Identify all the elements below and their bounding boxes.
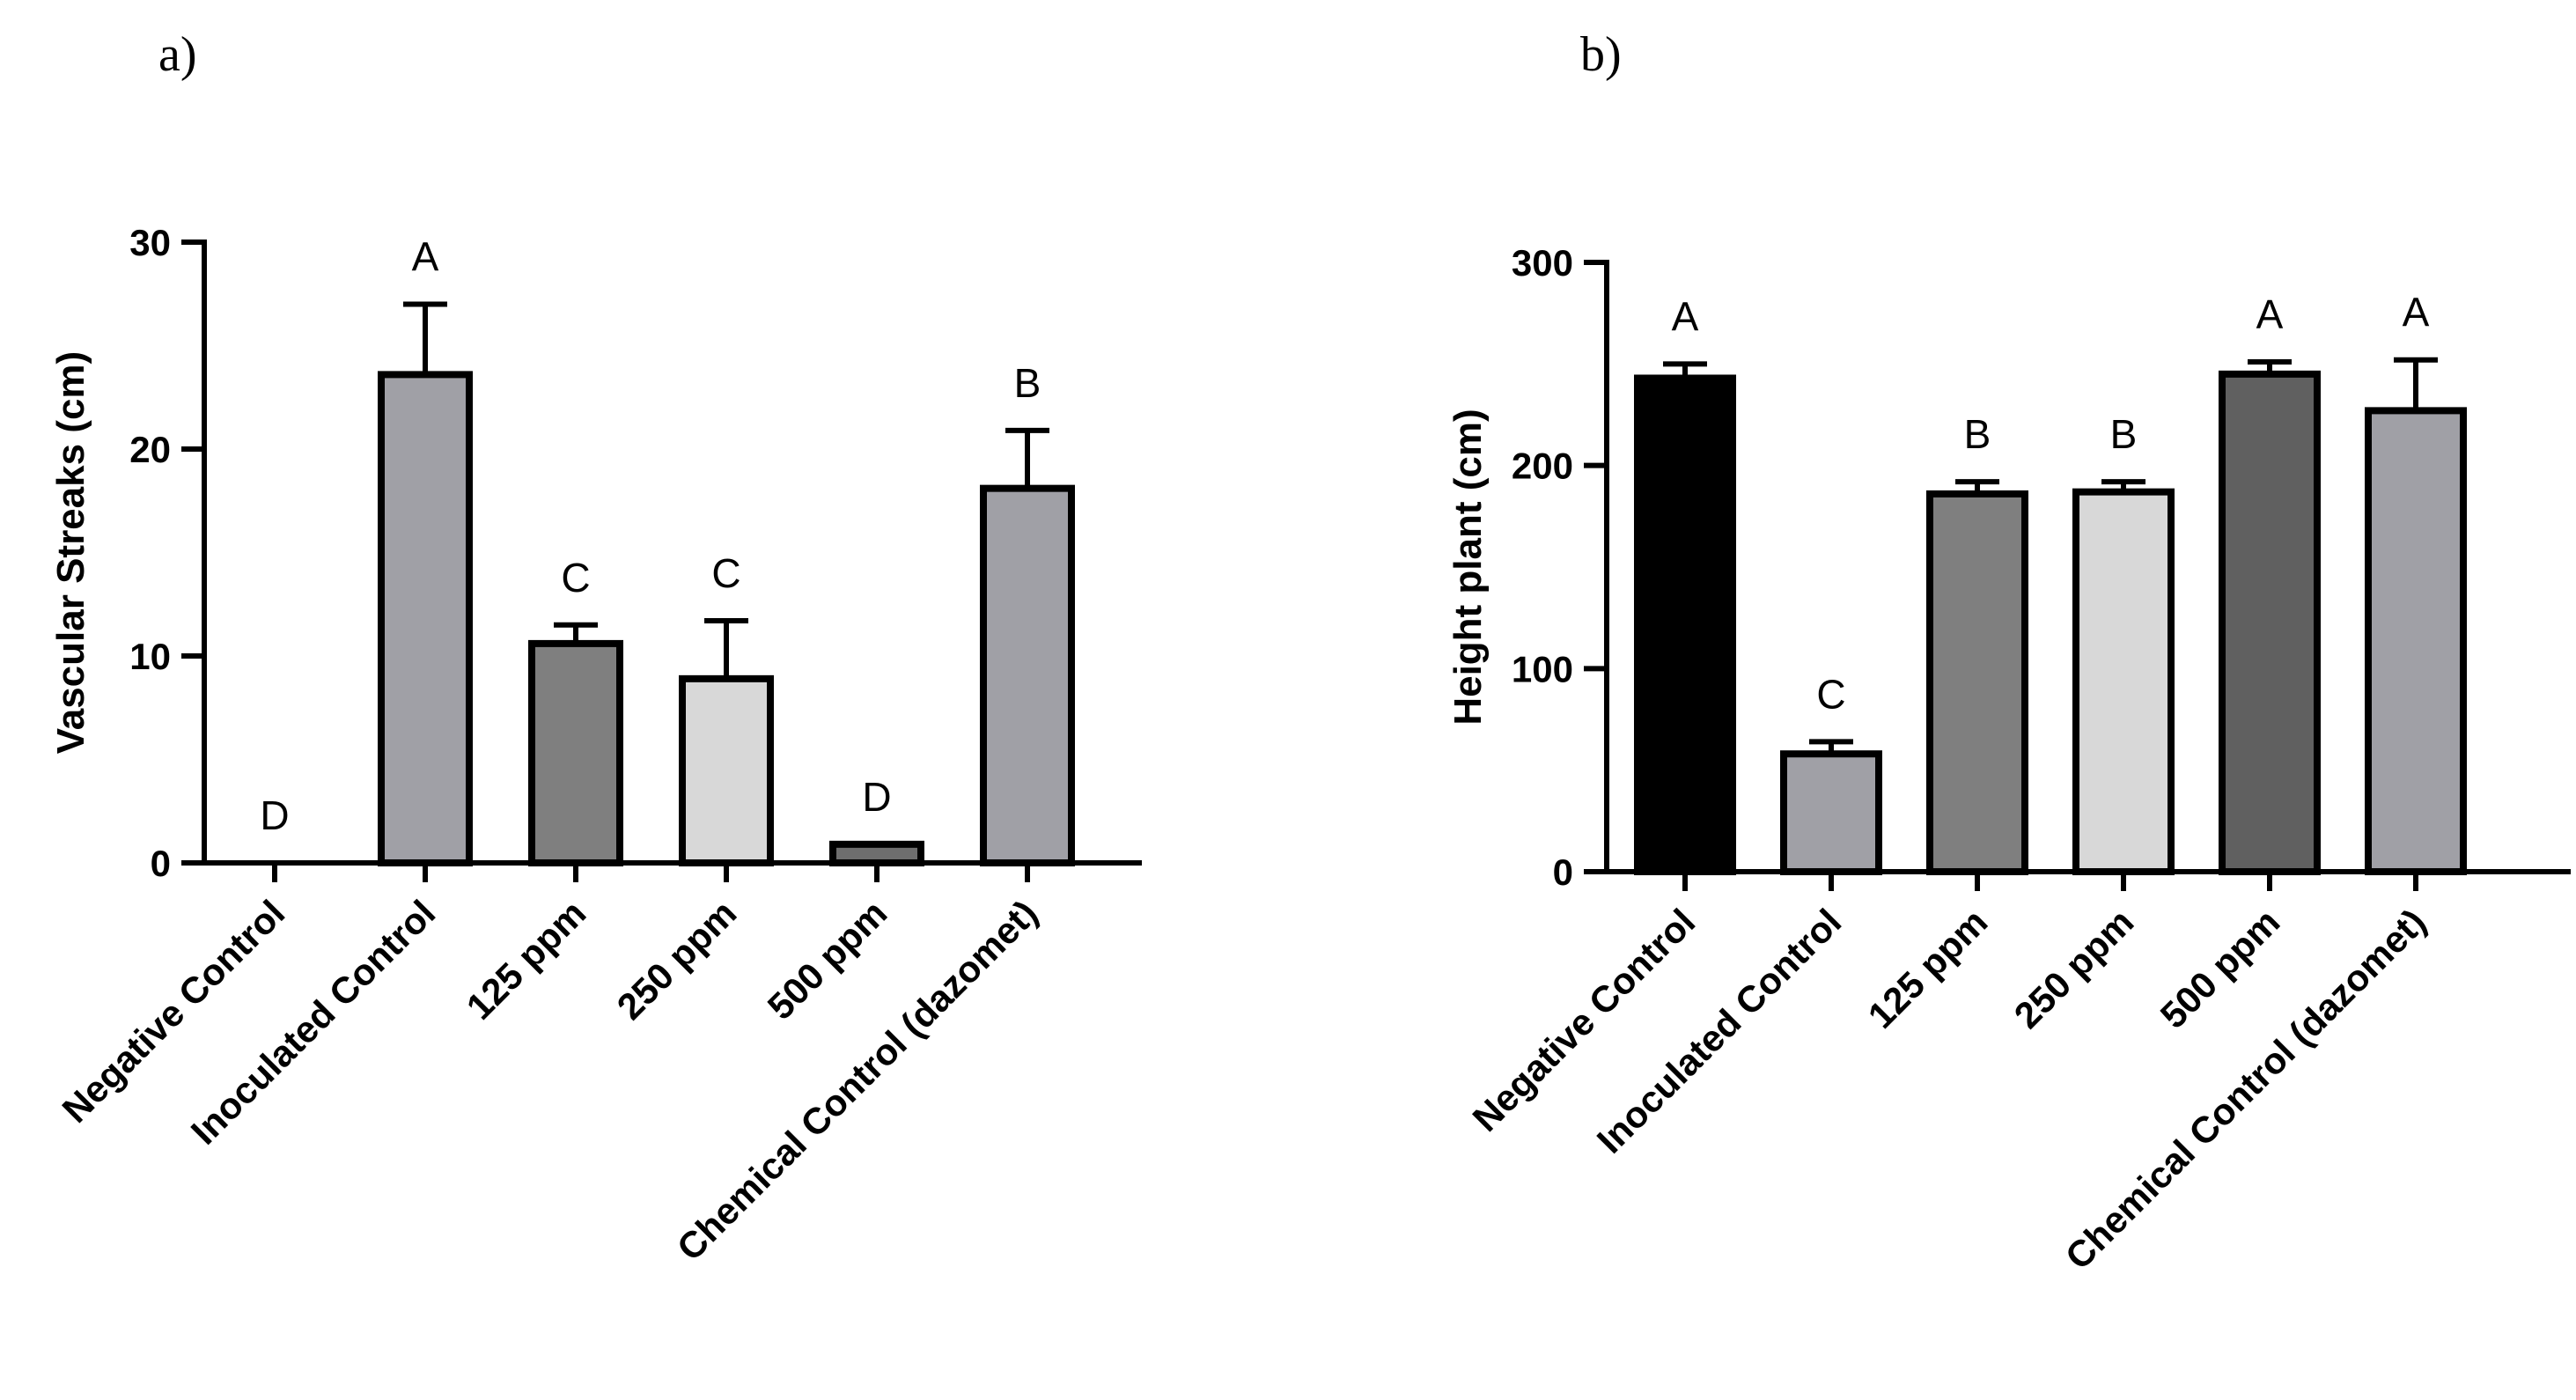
y-tick-label-b-0: 0	[1553, 851, 1573, 893]
significance-letter-b-5: A	[2403, 290, 2430, 335]
y-tick-label-a-1: 10	[129, 636, 171, 677]
bar-a-5	[980, 484, 1075, 867]
y-tick-label-b-3: 300	[1512, 242, 1573, 284]
y-tick-label-b-1: 100	[1512, 648, 1573, 689]
significance-letter-a-3: C	[711, 550, 740, 596]
significance-letter-b-3: B	[2110, 411, 2138, 457]
bar-b-3	[2072, 488, 2175, 875]
y-tick-label-a-0: 0	[151, 843, 171, 884]
bar-b-5	[2365, 407, 2467, 875]
category-label-b-4: 500 ppm	[2153, 901, 2288, 1036]
category-label-a-1: Inoculated Control	[183, 892, 444, 1153]
bar-b-0	[1634, 374, 1736, 876]
significance-letter-a-5: B	[1014, 360, 1041, 406]
significance-letter-b-0: A	[1672, 293, 1699, 339]
category-label-b-3: 250 ppm	[2006, 901, 2142, 1036]
y-tick-label-a-3: 30	[129, 222, 171, 263]
category-label-b-1: Inoculated Control	[1589, 901, 1850, 1161]
panel-b-label: b)	[1580, 27, 1622, 82]
significance-letter-a-1: A	[412, 234, 439, 280]
significance-letter-b-1: C	[1816, 671, 1845, 717]
category-label-b-2: 125 ppm	[1860, 901, 1996, 1036]
significance-letter-a-2: C	[561, 555, 590, 601]
significance-letter-b-4: A	[2256, 291, 2284, 337]
bar-a-2	[528, 639, 623, 867]
significance-letter-b-2: B	[1964, 411, 1991, 457]
bar-b-2	[1926, 490, 2028, 876]
y-tick-label-a-2: 20	[129, 429, 171, 470]
panel-a-y-axis-title: Vascular Streaks (cm)	[49, 351, 92, 754]
bar-a-4	[829, 840, 924, 866]
significance-letter-a-4: D	[862, 774, 891, 820]
category-label-a-3: 250 ppm	[609, 892, 745, 1028]
panel-b-y-axis-title: Height plant (cm)	[1446, 409, 1490, 725]
bar-b-1	[1780, 750, 1882, 875]
bar-a-3	[679, 674, 774, 866]
bar-b-4	[2219, 370, 2321, 876]
significance-letter-a-0: D	[260, 792, 289, 838]
y-tick-label-b-2: 200	[1512, 446, 1573, 487]
bar-a-1	[378, 371, 473, 866]
panel-a-label: a)	[158, 27, 197, 82]
category-label-a-4: 500 ppm	[760, 892, 895, 1028]
category-label-a-2: 125 ppm	[459, 892, 594, 1028]
